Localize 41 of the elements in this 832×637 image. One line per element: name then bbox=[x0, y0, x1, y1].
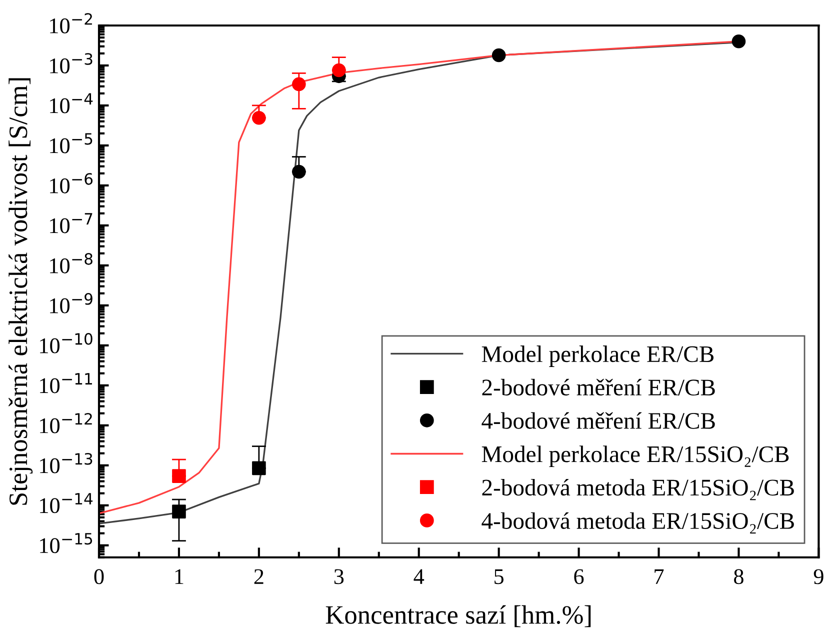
x-tick-label: 6 bbox=[574, 569, 584, 584]
point bbox=[172, 469, 186, 483]
x-tick-label: 7 bbox=[654, 569, 664, 584]
y-tick-label: 10$^{−9}$ bbox=[50, 293, 92, 314]
y-tick-label: 10$^{−8}$ bbox=[50, 253, 92, 274]
x-tick-label: 5 bbox=[494, 569, 504, 584]
point bbox=[172, 504, 186, 518]
x-tick-label: 2 bbox=[254, 569, 264, 584]
y-tick-label: 10$^{−12}$ bbox=[40, 413, 92, 434]
point bbox=[252, 461, 266, 476]
x-tick-label: 4 bbox=[414, 569, 424, 584]
x-tick-label: 8 bbox=[734, 569, 744, 584]
y-axis-title: Stejnosměrná elektrická vodivost [S/cm] bbox=[8, 78, 33, 505]
point bbox=[732, 34, 746, 48]
y-tick-label: 10$^{−3}$ bbox=[50, 53, 92, 74]
x-tick-label: 9 bbox=[814, 569, 824, 584]
x-tick-label: 3 bbox=[334, 569, 344, 584]
y-tick-label: 10$^{−11}$ bbox=[40, 373, 92, 394]
y-tick-label: 10$^{−7}$ bbox=[50, 213, 92, 234]
x-tick-label: 1 bbox=[175, 569, 184, 584]
y-tick-label: 10$^{−2}$ bbox=[50, 13, 92, 34]
x-axis-title: Koncentrace sazí [hm.%] bbox=[326, 605, 591, 628]
point bbox=[292, 164, 306, 179]
point bbox=[252, 110, 266, 125]
y-tick-label: 10$^{−5}$ bbox=[50, 133, 92, 154]
legend-label: 4-bodová metoda ER/15SiO₂/CB bbox=[482, 512, 794, 534]
y-tick-label: 10$^{−15}$ bbox=[40, 533, 92, 554]
y-tick-label: 10$^{−13}$ bbox=[40, 452, 92, 474]
x-tick-label: 0 bbox=[94, 569, 104, 584]
point bbox=[332, 63, 346, 78]
y-tick-label: 10$^{−10}$ bbox=[40, 333, 92, 354]
point bbox=[492, 48, 506, 62]
point bbox=[292, 77, 306, 92]
legend-label: 2-bodové měření ER/CB bbox=[482, 378, 715, 396]
legend-label: Model perkolace ER/CB bbox=[482, 346, 714, 367]
legend-label: Model perkolace ER/15SiO₂/CB bbox=[482, 446, 789, 468]
y-tick-label: 10$^{−4}$ bbox=[50, 93, 93, 114]
legend-label: 4-bodové měření ER/CB bbox=[482, 412, 715, 429]
legend-label: 2-bodová metoda ER/15SiO₂/CB bbox=[482, 478, 794, 500]
y-tick-label: 10$^{−6}$ bbox=[50, 173, 93, 194]
y-tick-label: 10$^{−14}$ bbox=[40, 493, 93, 514]
